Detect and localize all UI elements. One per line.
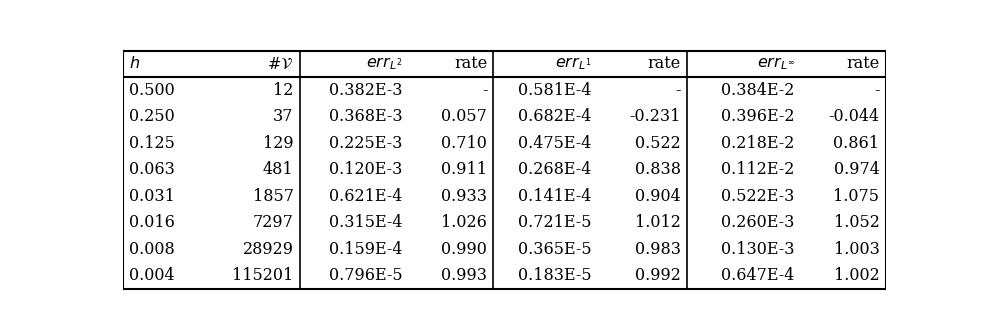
Text: 0.365E-5: 0.365E-5 (518, 241, 591, 257)
Text: 0.260E-3: 0.260E-3 (721, 214, 794, 231)
Text: 0.647E-4: 0.647E-4 (721, 267, 794, 284)
Text: 0.974: 0.974 (833, 161, 880, 178)
Text: 1.002: 1.002 (833, 267, 880, 284)
Text: 0.159E-4: 0.159E-4 (329, 241, 402, 257)
Text: 0.382E-3: 0.382E-3 (329, 82, 402, 99)
Text: 0.838: 0.838 (635, 161, 681, 178)
Text: -: - (482, 82, 487, 99)
Text: 0.063: 0.063 (129, 161, 175, 178)
Text: $h$: $h$ (129, 55, 140, 72)
Text: 0.004: 0.004 (129, 267, 175, 284)
Text: 115201: 115201 (232, 267, 293, 284)
Text: 0.911: 0.911 (442, 161, 487, 178)
Text: 0.268E-4: 0.268E-4 (518, 161, 591, 178)
Text: 0.125: 0.125 (129, 135, 175, 152)
Text: 0.990: 0.990 (442, 241, 487, 257)
Text: 0.016: 0.016 (129, 214, 175, 231)
Text: $err_{L^2}$: $err_{L^2}$ (366, 55, 402, 72)
Text: 0.522E-3: 0.522E-3 (721, 187, 794, 205)
Text: 0.933: 0.933 (442, 187, 487, 205)
Text: -: - (676, 82, 681, 99)
Text: 0.008: 0.008 (129, 241, 175, 257)
Text: 0.130E-3: 0.130E-3 (721, 241, 794, 257)
Text: 0.218E-2: 0.218E-2 (721, 135, 794, 152)
Text: 1.052: 1.052 (833, 214, 880, 231)
Text: 0.120E-3: 0.120E-3 (329, 161, 402, 178)
Text: 0.250: 0.250 (129, 108, 175, 125)
Text: 0.721E-5: 0.721E-5 (518, 214, 591, 231)
Text: 0.710: 0.710 (442, 135, 487, 152)
Text: $err_{L^1}$: $err_{L^1}$ (555, 55, 591, 72)
Text: 0.315E-4: 0.315E-4 (329, 214, 402, 231)
Text: rate: rate (846, 55, 880, 72)
Text: 0.057: 0.057 (442, 108, 487, 125)
Text: 1857: 1857 (253, 187, 293, 205)
Text: 1.003: 1.003 (833, 241, 880, 257)
Text: 0.796E-5: 0.796E-5 (329, 267, 402, 284)
Text: 0.522: 0.522 (636, 135, 681, 152)
Text: 0.983: 0.983 (635, 241, 681, 257)
Text: 0.368E-3: 0.368E-3 (329, 108, 402, 125)
Text: 0.621E-4: 0.621E-4 (329, 187, 402, 205)
Text: 37: 37 (274, 108, 293, 125)
Text: 0.581E-4: 0.581E-4 (518, 82, 591, 99)
Text: 0.225E-3: 0.225E-3 (329, 135, 402, 152)
Text: 0.500: 0.500 (129, 82, 175, 99)
Text: rate: rate (454, 55, 487, 72)
Text: 1.012: 1.012 (636, 214, 681, 231)
Text: 1.026: 1.026 (442, 214, 487, 231)
Text: -0.231: -0.231 (630, 108, 681, 125)
Text: 0.475E-4: 0.475E-4 (518, 135, 591, 152)
Text: 0.396E-2: 0.396E-2 (721, 108, 794, 125)
Text: 0.031: 0.031 (129, 187, 175, 205)
Text: 0.682E-4: 0.682E-4 (518, 108, 591, 125)
Text: rate: rate (647, 55, 681, 72)
Text: 12: 12 (274, 82, 293, 99)
Text: 0.993: 0.993 (442, 267, 487, 284)
Text: $err_{L^\infty}$: $err_{L^\infty}$ (757, 55, 794, 72)
Text: 0.141E-4: 0.141E-4 (518, 187, 591, 205)
Text: $\#\mathcal{V}$: $\#\mathcal{V}$ (268, 55, 293, 72)
Text: 28929: 28929 (243, 241, 293, 257)
Text: 1.075: 1.075 (833, 187, 880, 205)
Text: 0.992: 0.992 (636, 267, 681, 284)
Text: 0.112E-2: 0.112E-2 (721, 161, 794, 178)
Text: -0.044: -0.044 (829, 108, 880, 125)
Text: 0.861: 0.861 (833, 135, 880, 152)
Text: 481: 481 (263, 161, 293, 178)
Text: 7297: 7297 (253, 214, 293, 231)
Text: 0.904: 0.904 (636, 187, 681, 205)
Text: 0.183E-5: 0.183E-5 (518, 267, 591, 284)
Text: 129: 129 (263, 135, 293, 152)
Text: 0.384E-2: 0.384E-2 (721, 82, 794, 99)
Text: -: - (874, 82, 880, 99)
